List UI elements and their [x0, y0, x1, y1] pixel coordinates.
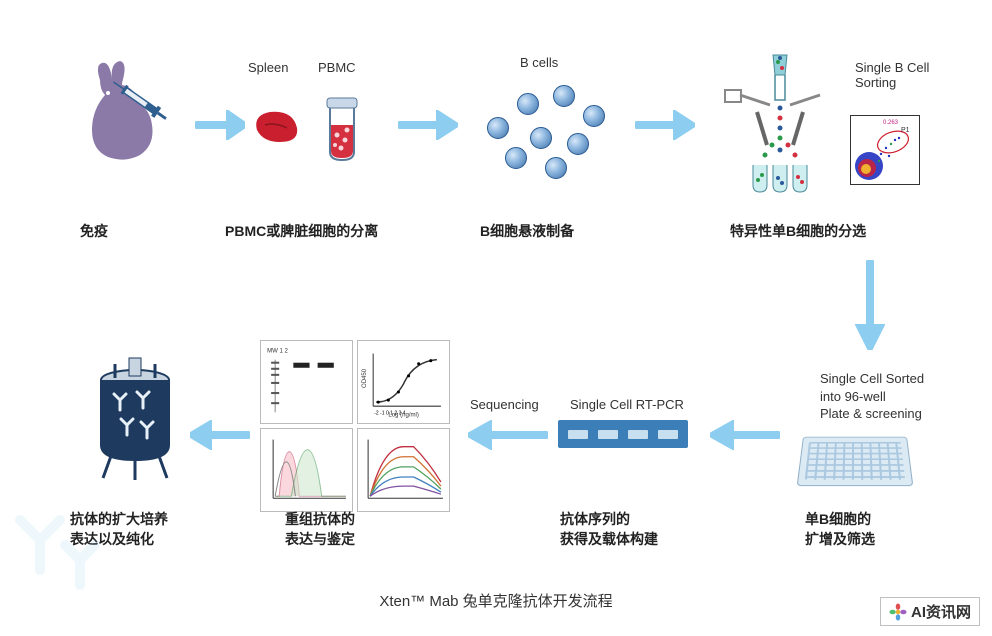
bioreactor-icon	[85, 350, 185, 490]
sequencing-label: Sequencing	[470, 397, 539, 412]
arrow-left-icon	[710, 420, 780, 450]
spr-curves-panel	[357, 428, 450, 512]
arrow-icon	[635, 110, 695, 140]
facs-sorter-icon	[715, 50, 845, 200]
step7-label: 重组抗体的 表达与鉴定	[285, 510, 415, 549]
step-plate-screen	[800, 430, 910, 490]
step-characterization: MW 1 2 OD450 Log (ng/ml)	[260, 340, 450, 500]
step-immunization	[70, 55, 190, 180]
elisa-curve-panel: OD450 Log (ng/ml) -2 -1 0 1 2 3 4	[357, 340, 450, 424]
pbmc-label: PBMC	[318, 60, 356, 75]
arrow-down-icon	[855, 260, 885, 350]
bcell-cluster-icon	[475, 75, 615, 185]
bcells-label: B cells	[520, 55, 558, 70]
spleen-label: Spleen	[248, 60, 288, 75]
svg-text:P1: P1	[901, 127, 910, 134]
step-scaleup	[85, 350, 185, 495]
svg-text:MW 1 2: MW 1 2	[267, 349, 288, 355]
flow-histogram-panel	[260, 428, 353, 512]
arrow-icon	[195, 110, 245, 140]
step2-label: PBMC或脾脏细胞的分离	[225, 222, 405, 242]
step4-label: 特异性单B细胞的分选	[730, 222, 900, 242]
rabbit-icon	[70, 55, 190, 175]
sorting-label: Single B Cell Sorting	[855, 60, 965, 90]
arrow-left-icon	[468, 420, 548, 450]
facs-scatter-plot: P1 0.263	[850, 115, 920, 185]
watermark-text: AI资讯网	[911, 601, 971, 622]
svg-text:0.263: 0.263	[883, 120, 899, 126]
step-bcell-prep	[475, 75, 615, 185]
diagram-canvas: 免疫 Spleen PBMC PBMC或脾脏细胞的分离 B cells	[0, 0, 992, 636]
rtpcr-label: Single Cell RT-PCR	[570, 397, 684, 412]
arrow-icon	[398, 110, 458, 140]
step-rtpcr	[558, 420, 688, 448]
watermark-badge: AI资讯网	[880, 597, 980, 626]
plate-96-icon	[797, 437, 914, 486]
pcr-block-icon	[558, 420, 688, 448]
quad-panel-icon: MW 1 2 OD450 Log (ng/ml)	[260, 340, 450, 500]
plate-label: Single Cell Sorted into 96-well Plate & …	[820, 370, 960, 423]
step5-label: 单B细胞的 扩增及筛选	[805, 510, 925, 549]
flower-icon	[889, 603, 907, 621]
step-separation	[245, 80, 375, 185]
step6-label: 抗体序列的 获得及载体构建	[560, 510, 690, 549]
svg-text:-2 -1 0 1 2 3 4: -2 -1 0 1 2 3 4	[374, 410, 406, 416]
gel-panel: MW 1 2	[260, 340, 353, 424]
step1-label: 免疫	[80, 222, 140, 242]
bg-decor-icon	[0, 480, 120, 600]
step3-label: B细胞悬液制备	[480, 222, 610, 242]
diagram-title: Xten™ Mab 兔单克隆抗体开发流程	[0, 590, 992, 611]
svg-text:OD450: OD450	[362, 368, 368, 388]
spleen-pbmc-icon	[245, 80, 375, 180]
arrow-left-icon	[190, 420, 250, 450]
